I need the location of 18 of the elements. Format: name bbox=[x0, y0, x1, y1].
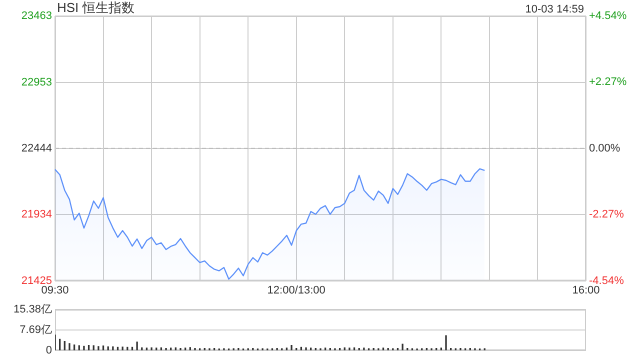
y-tick-label: 23463 bbox=[21, 10, 52, 22]
y2-tick-label: -2.27% bbox=[589, 208, 624, 221]
y-tick-label: 7.69亿 bbox=[20, 324, 52, 336]
y-tick-label: 21425 bbox=[21, 274, 52, 287]
x-tick-label: 16:00 bbox=[572, 284, 600, 296]
x-tick-label: 09:30 bbox=[41, 284, 69, 296]
chart-title: HSI 恒生指数 bbox=[57, 0, 134, 16]
y-tick-label: 22953 bbox=[21, 76, 52, 88]
y2-tick-label: -4.54% bbox=[589, 274, 624, 287]
text: 10-03 14:59 bbox=[525, 4, 584, 16]
y2-tick-label: 0.00% bbox=[589, 142, 620, 154]
x-tick-label: 12:00/13:00 bbox=[267, 284, 326, 296]
y-tick-label: 15.38亿 bbox=[13, 304, 52, 316]
y-tick-label: 22444 bbox=[21, 142, 52, 154]
y2-tick-label: +2.27% bbox=[589, 76, 627, 88]
y-tick-label: 21934 bbox=[21, 208, 52, 221]
y-tick-label: 0 bbox=[46, 344, 52, 356]
y2-tick-label: +4.54% bbox=[589, 10, 627, 22]
